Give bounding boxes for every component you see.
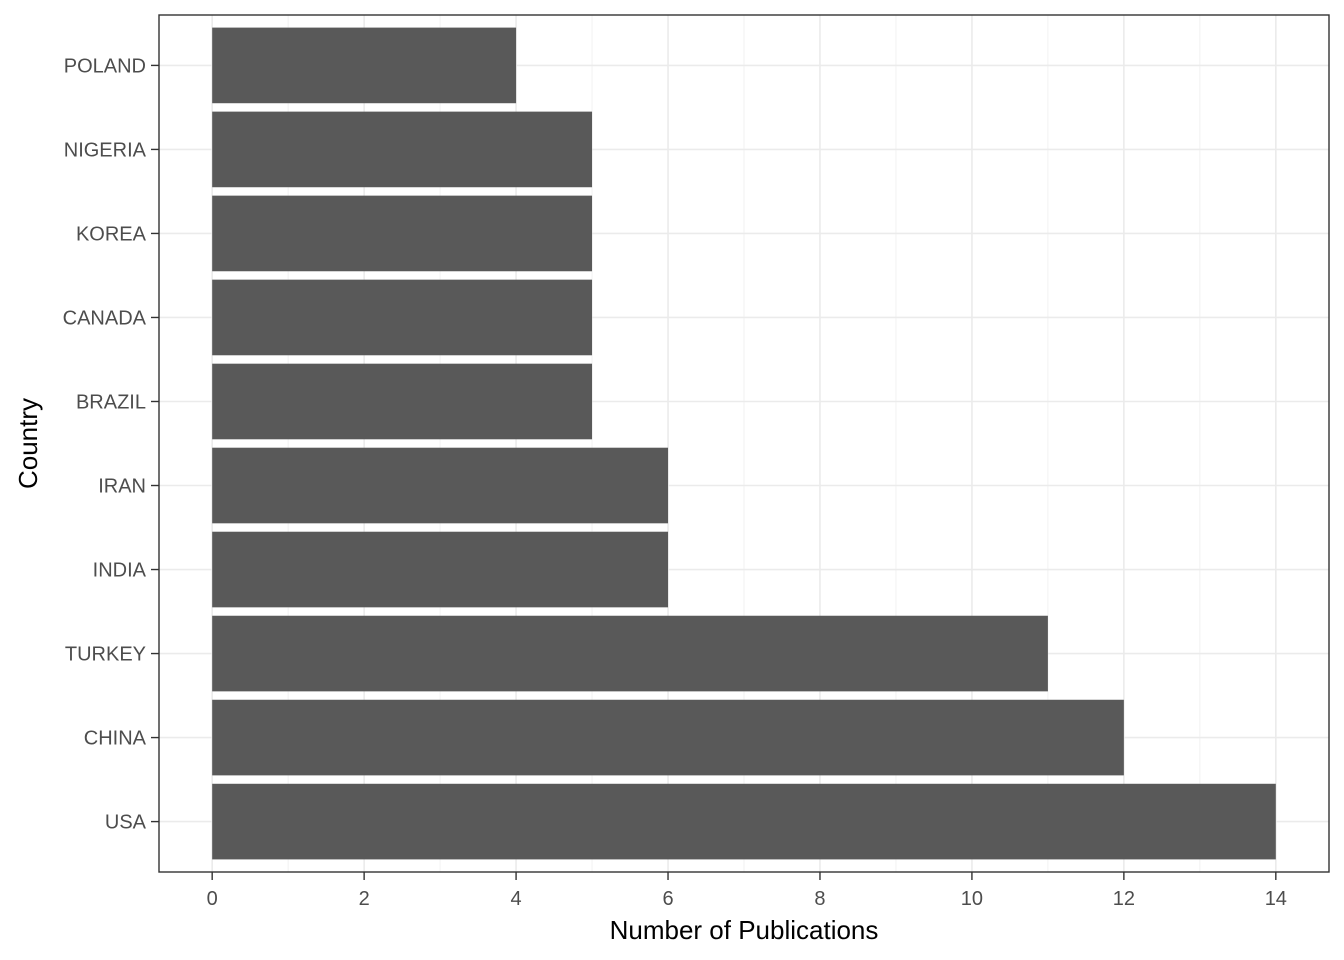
x-tick-label: 10 (961, 888, 983, 910)
bar-nigeria (212, 111, 593, 188)
bar-china (212, 699, 1124, 776)
y-tick-label: TURKEY (65, 644, 146, 666)
bar-brazil (212, 363, 593, 440)
bar-usa (212, 783, 1276, 860)
x-tick-label: 4 (511, 888, 522, 910)
y-tick-label: CHINA (84, 728, 147, 750)
y-tick-label: CANADA (63, 307, 147, 329)
x-tick-label: 8 (814, 888, 825, 910)
x-tick-label: 2 (359, 888, 370, 910)
x-axis: 0 2 4 6 8 10 12 14 (207, 872, 1287, 910)
bar-india (212, 531, 669, 608)
x-tick-label: 14 (1265, 888, 1287, 910)
panel-border (158, 14, 1330, 873)
bar-korea (212, 195, 593, 272)
y-tick-label: BRAZIL (76, 391, 146, 413)
bar-turkey (212, 615, 1048, 692)
y-tick-label: KOREA (76, 223, 147, 245)
y-axis: USA CHINA TURKEY INDIA IRAN BRAZIL CANADA KOREA… (63, 55, 159, 834)
y-axis-title: Country (13, 398, 43, 489)
y-tick-label: NIGERIA (64, 139, 147, 161)
y-tick-label: IRAN (98, 476, 146, 498)
bar-poland (212, 27, 517, 104)
y-tick-label: INDIA (93, 560, 147, 582)
x-tick-label: 12 (1113, 888, 1135, 910)
y-tick-label: USA (105, 812, 147, 834)
x-tick-label: 6 (662, 888, 673, 910)
bar-iran (212, 447, 669, 524)
bars (212, 27, 1276, 860)
x-tick-label: 0 (207, 888, 218, 910)
bar-canada (212, 279, 593, 356)
x-axis-title: Number of Publications (610, 915, 879, 945)
y-tick-label: POLAND (64, 55, 146, 77)
